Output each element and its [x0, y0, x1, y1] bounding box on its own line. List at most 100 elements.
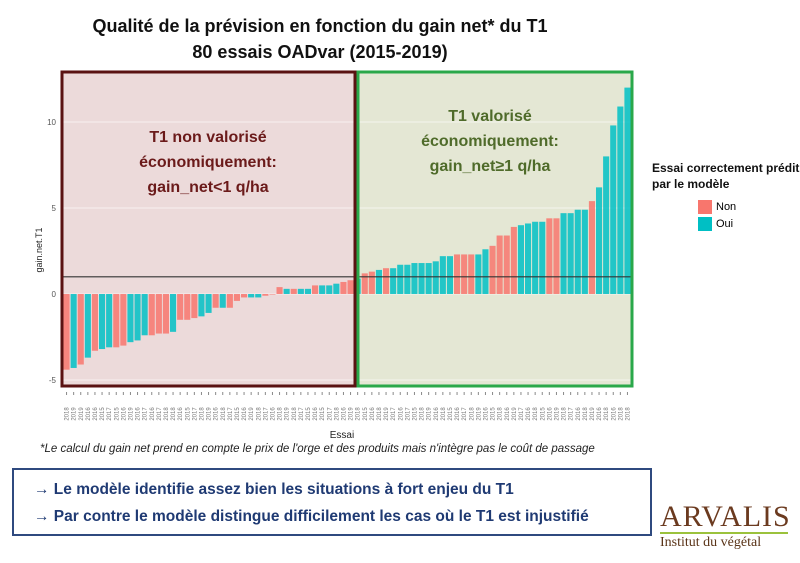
- bar: [525, 223, 532, 294]
- chart-title: Qualité de la prévision en fonction du g…: [92, 16, 548, 36]
- x-tick-label: 2017: [405, 407, 411, 421]
- bar: [184, 294, 191, 320]
- x-tick-label: 2016: [86, 407, 92, 421]
- bar: [468, 254, 475, 294]
- x-tick-label: 2019: [79, 407, 85, 421]
- bar: [113, 294, 120, 348]
- bar: [319, 285, 326, 294]
- x-tick-label: 2018: [171, 407, 177, 421]
- bar: [482, 249, 489, 294]
- x-tick-label: 2019: [427, 407, 433, 421]
- bar: [120, 294, 127, 346]
- x-tick-label: 2019: [384, 407, 390, 421]
- bar: [170, 294, 177, 332]
- x-tick-label: 2018: [604, 407, 610, 421]
- bar: [546, 218, 553, 294]
- bar: [297, 288, 304, 294]
- legend-title: Essai correctement prédit par le modèle: [652, 161, 800, 191]
- bar: [603, 156, 610, 294]
- bar: [233, 294, 240, 301]
- y-tick-label: 0: [52, 290, 57, 299]
- bar: [489, 245, 496, 294]
- bar: [560, 213, 567, 294]
- x-tick-label: 2019: [285, 407, 291, 421]
- legend-label-non: Non: [716, 200, 737, 213]
- bar: [532, 221, 539, 294]
- x-tick-label: 2016: [214, 407, 220, 421]
- bar: [241, 294, 248, 298]
- x-tick-label: 2016: [505, 407, 511, 421]
- x-tick-label: 2016: [398, 407, 404, 421]
- bar: [624, 87, 631, 294]
- x-tick-label: 2018: [533, 407, 539, 421]
- bar: [361, 273, 368, 294]
- x-tick-label: 2015: [448, 407, 454, 421]
- bar: [312, 285, 319, 294]
- bar: [425, 263, 432, 294]
- bar: [617, 106, 624, 295]
- bar: [461, 254, 468, 294]
- bar: [432, 261, 439, 294]
- x-tick-label: 2017: [327, 407, 333, 421]
- bar: [567, 213, 574, 294]
- bar: [588, 201, 595, 294]
- x-tick-label: 2017: [391, 407, 397, 421]
- bar: [574, 209, 581, 294]
- logo-name: ARVALIS: [660, 500, 791, 533]
- legend-item-non: Non: [698, 198, 800, 215]
- legend: Essai correctement prédit par le modèle …: [652, 160, 800, 232]
- x-tick-label: 2018: [469, 407, 475, 421]
- bar: [581, 209, 588, 294]
- bar: [255, 294, 262, 298]
- bar: [99, 294, 106, 350]
- y-tick-label: -5: [49, 376, 57, 385]
- footnote: *Le calcul du gain net prend en compte l…: [40, 443, 595, 455]
- x-tick-label: 2016: [136, 407, 142, 421]
- bar: [63, 294, 70, 370]
- logo-tagline: Institut du végétal: [660, 532, 788, 551]
- bar: [539, 221, 546, 294]
- y-axis-label: gain.net.T1: [34, 227, 44, 272]
- bar: [262, 294, 269, 296]
- bar: [510, 226, 517, 294]
- x-tick-label: 2016: [121, 407, 127, 421]
- x-tick-label: 2016: [313, 407, 319, 421]
- bar: [390, 268, 397, 294]
- x-tick-label: 2018: [199, 407, 205, 421]
- legend-item-oui: Oui: [698, 215, 800, 232]
- bar: [127, 294, 134, 343]
- x-tick-label: 2017: [519, 407, 525, 421]
- x-tick-label: 2016: [370, 407, 376, 421]
- x-tick-label: 2015: [540, 407, 546, 421]
- bar: [91, 294, 98, 351]
- x-tick-label: 2018: [377, 407, 383, 421]
- x-tick-label: 2019: [590, 407, 596, 421]
- x-tick-label: 2017: [192, 407, 198, 421]
- x-tick-label: 2018: [356, 407, 362, 421]
- x-tick-label: 2015: [491, 407, 497, 421]
- x-axis-label: Essai: [330, 430, 354, 441]
- x-tick-label: 2017: [263, 407, 269, 421]
- bar: [283, 288, 290, 294]
- bar: [219, 294, 226, 308]
- bar: [397, 264, 404, 294]
- legend-swatch-non: [698, 199, 712, 214]
- x-tick-label: 2017: [107, 407, 113, 421]
- zone-valued-border: [356, 70, 634, 388]
- zone-left-line1: T1 non valorisé: [149, 129, 266, 146]
- x-tick-label: 2019: [72, 407, 78, 421]
- bar: [503, 235, 510, 294]
- bar: [496, 235, 503, 294]
- bar: [475, 254, 482, 294]
- bar: [375, 269, 382, 294]
- x-tick-label: 2018: [625, 407, 631, 421]
- x-tick-label: 2015: [185, 407, 191, 421]
- bar: [134, 294, 141, 341]
- x-tick-label: 2018: [583, 407, 589, 421]
- x-tick-label: 2015: [100, 407, 106, 421]
- x-tick-label: 2018: [441, 407, 447, 421]
- x-tick-label: 2019: [349, 407, 355, 421]
- bar: [517, 225, 524, 294]
- zone-left-line2: économiquement:: [139, 154, 277, 171]
- bar: [269, 294, 276, 295]
